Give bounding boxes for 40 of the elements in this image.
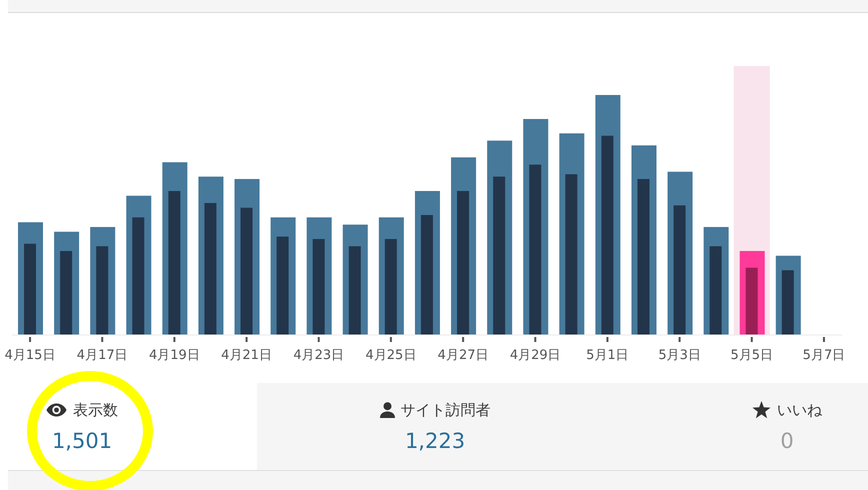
x-tick-label: 5月1日 <box>586 348 629 363</box>
bar <box>601 136 614 335</box>
x-tick-label: 4月15日 <box>4 348 56 363</box>
bar <box>348 246 361 335</box>
bar <box>132 217 144 335</box>
category-label: サイト訪問者 <box>400 400 490 420</box>
x-tick-label: 5月5日 <box>730 348 774 363</box>
x-tick-label: 5月3日 <box>658 348 701 363</box>
x-tick-label: 4月21日 <box>221 348 272 363</box>
bar <box>637 179 650 335</box>
text: 1,223 <box>404 429 466 453</box>
x-tick-label: 4月23日 <box>293 348 344 363</box>
bar <box>529 164 542 335</box>
text: 0 <box>780 429 794 453</box>
bar <box>782 270 794 335</box>
bar <box>276 236 289 335</box>
x-tick-label: 4月29日 <box>510 348 561 363</box>
category-label: いいね <box>777 400 822 420</box>
bar <box>457 191 470 335</box>
bar <box>240 208 253 335</box>
bar <box>674 205 686 335</box>
bar <box>710 246 722 335</box>
bar <box>96 246 108 335</box>
bar <box>24 244 36 335</box>
category-label: 表示数 <box>73 400 118 420</box>
bar <box>204 203 216 335</box>
bar <box>493 176 506 335</box>
x-tick-label: 4月19日 <box>148 348 200 363</box>
text: 1,501 <box>52 429 112 453</box>
bar <box>384 239 397 335</box>
bar <box>420 215 433 335</box>
bar <box>312 239 325 335</box>
x-tick-label: 4月27日 <box>438 348 488 363</box>
x-tick-label: 5月7日 <box>802 348 846 363</box>
x-tick-label: 4月17日 <box>76 348 128 363</box>
bar <box>60 251 72 335</box>
bar <box>746 268 758 335</box>
bar <box>565 174 578 335</box>
bar <box>168 191 180 335</box>
x-tick-label: 4月25日 <box>366 348 416 363</box>
